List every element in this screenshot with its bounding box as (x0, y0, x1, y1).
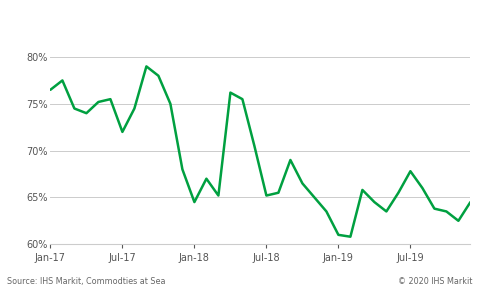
Text: Korean Reliance on Middle Eastern Crude Oil: Korean Reliance on Middle Eastern Crude … (9, 16, 345, 29)
Text: © 2020 IHS Markit: © 2020 IHS Markit (398, 277, 473, 286)
Text: Source: IHS Markit, Commodties at Sea: Source: IHS Markit, Commodties at Sea (7, 277, 166, 286)
